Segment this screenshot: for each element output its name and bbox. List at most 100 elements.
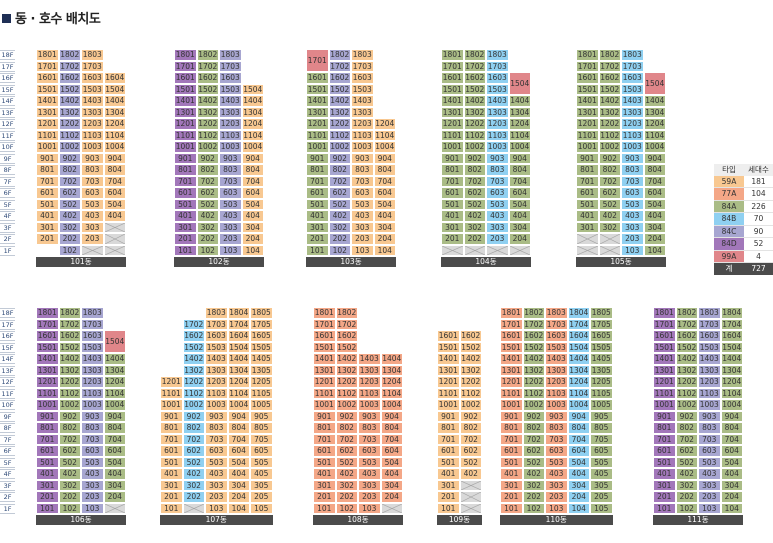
unit-cell: 1004 [373, 141, 396, 153]
unit-cell: 702 [675, 433, 698, 445]
unit-cell: 804 [380, 422, 403, 434]
unit-cell: 403 [219, 210, 242, 222]
unit-cell: 202 [196, 233, 219, 245]
unit-cell: 904 [380, 410, 403, 422]
unit-cell: 701 [441, 175, 464, 187]
unit-cell: 1002 [459, 399, 482, 411]
unit-cell: 604 [227, 445, 250, 457]
unit-cell: 1002 [335, 399, 358, 411]
unit-cell: 802 [675, 422, 698, 434]
unit-cell: 502 [459, 456, 482, 468]
unit-cell: 1502 [522, 341, 545, 353]
unit-cell: 401 [441, 210, 464, 222]
unit-cell: 1005 [250, 399, 273, 411]
unit-cell: 704 [373, 175, 396, 187]
unit-cell: 1002 [196, 141, 219, 153]
unit-cell: 1403 [621, 95, 644, 107]
unit-cell: 1803 [81, 307, 104, 319]
unit-cell: 1103 [205, 387, 228, 399]
unit-cell: 1101 [653, 387, 676, 399]
unit-cell: 104 [373, 244, 396, 256]
unit-cell: 503 [698, 456, 721, 468]
unit-cell: 503 [219, 198, 242, 210]
unit-cell: 1601 [174, 72, 197, 84]
unit-cell: 702 [196, 175, 219, 187]
unit-cell: 1704 [227, 318, 250, 330]
unit-cell: 1101 [576, 129, 599, 141]
unit-cell: 1503 [698, 341, 721, 353]
unit-cell: 1803 [351, 49, 374, 61]
unit-cell: 1404 [643, 95, 666, 107]
unit-cell: 503 [545, 456, 568, 468]
unit-cell: 202 [58, 233, 81, 245]
unit-cell: 301 [160, 479, 183, 491]
unit-cell: 1202 [58, 376, 81, 388]
unit-cell: 603 [545, 445, 568, 457]
unit-cell: 1601 [313, 330, 336, 342]
unit-cell: 102 [675, 502, 698, 514]
unit-cell: 1403 [358, 353, 381, 365]
unit-cell: 1504 [643, 72, 666, 95]
unit-cell: 1203 [486, 118, 509, 130]
unit-cell: 202 [335, 491, 358, 503]
unit-cell: 1101 [160, 387, 183, 399]
unit-cell: 701 [36, 433, 59, 445]
floor-label: 11F [0, 388, 15, 399]
unit-cell: 1201 [36, 376, 59, 388]
unit-cell: 1302 [58, 106, 81, 118]
unit-cell: 1503 [545, 341, 568, 353]
unit-cell: 1504 [720, 341, 743, 353]
floor-label: 6F [0, 446, 15, 456]
unit-cell: 1502 [328, 83, 351, 95]
unit-cell: 903 [358, 410, 381, 422]
title-square-icon [2, 14, 11, 23]
unit-cell: 1103 [219, 129, 242, 141]
unit-cell: 503 [205, 456, 228, 468]
floor-label: 2F [0, 234, 15, 244]
unit-cell: 1201 [313, 376, 336, 388]
unit-cell: 502 [675, 456, 698, 468]
unit-cell: 1304 [103, 364, 126, 376]
unit-cell: 103 [205, 502, 228, 514]
unit-cell: 202 [58, 491, 81, 503]
unit-cell: 1304 [720, 364, 743, 376]
unavailable-cell [103, 233, 126, 245]
unit-cell: 902 [328, 152, 351, 164]
unit-cell: 103 [698, 502, 721, 514]
unit-cell: 1101 [36, 129, 59, 141]
unit-cell: 501 [174, 198, 197, 210]
unit-cell: 1204 [103, 118, 126, 130]
unit-cell: 1302 [459, 364, 482, 376]
unit-cell: 1502 [58, 83, 81, 95]
unit-cell: 1703 [81, 60, 104, 72]
unit-cell: 1603 [81, 72, 104, 84]
unit-cell: 303 [81, 479, 104, 491]
unit-cell: 1401 [500, 353, 523, 365]
unit-cell: 902 [58, 152, 81, 164]
legend-row: 84D 52 [714, 237, 773, 251]
unit-cell: 903 [486, 152, 509, 164]
unit-cell: 301 [36, 221, 59, 233]
unit-cell: 1303 [621, 106, 644, 118]
unit-cell: 902 [196, 152, 219, 164]
unit-cell: 1201 [441, 118, 464, 130]
unit-cell: 1702 [522, 318, 545, 330]
unit-cell: 1004 [567, 399, 590, 411]
page-title: 동 · 호수 배치도 [2, 8, 101, 27]
unit-cell: 203 [486, 233, 509, 245]
unit-cell: 1604 [227, 330, 250, 342]
unit-cell: 1001 [36, 141, 59, 153]
floor-label: 9F [0, 153, 15, 164]
unit-cell: 802 [463, 164, 486, 176]
unavailable-cell [441, 244, 464, 256]
unit-cell: 604 [103, 187, 126, 199]
unit-cell: 1401 [36, 95, 59, 107]
unit-cell: 1501 [500, 341, 523, 353]
unit-cell: 1303 [545, 364, 568, 376]
unit-cell: 504 [241, 198, 264, 210]
unit-cell: 201 [306, 233, 329, 245]
unavailable-cell [576, 244, 599, 256]
floor-label: 15F [0, 342, 15, 353]
unit-cell: 1705 [250, 318, 273, 330]
unit-cell: 404 [103, 210, 126, 222]
